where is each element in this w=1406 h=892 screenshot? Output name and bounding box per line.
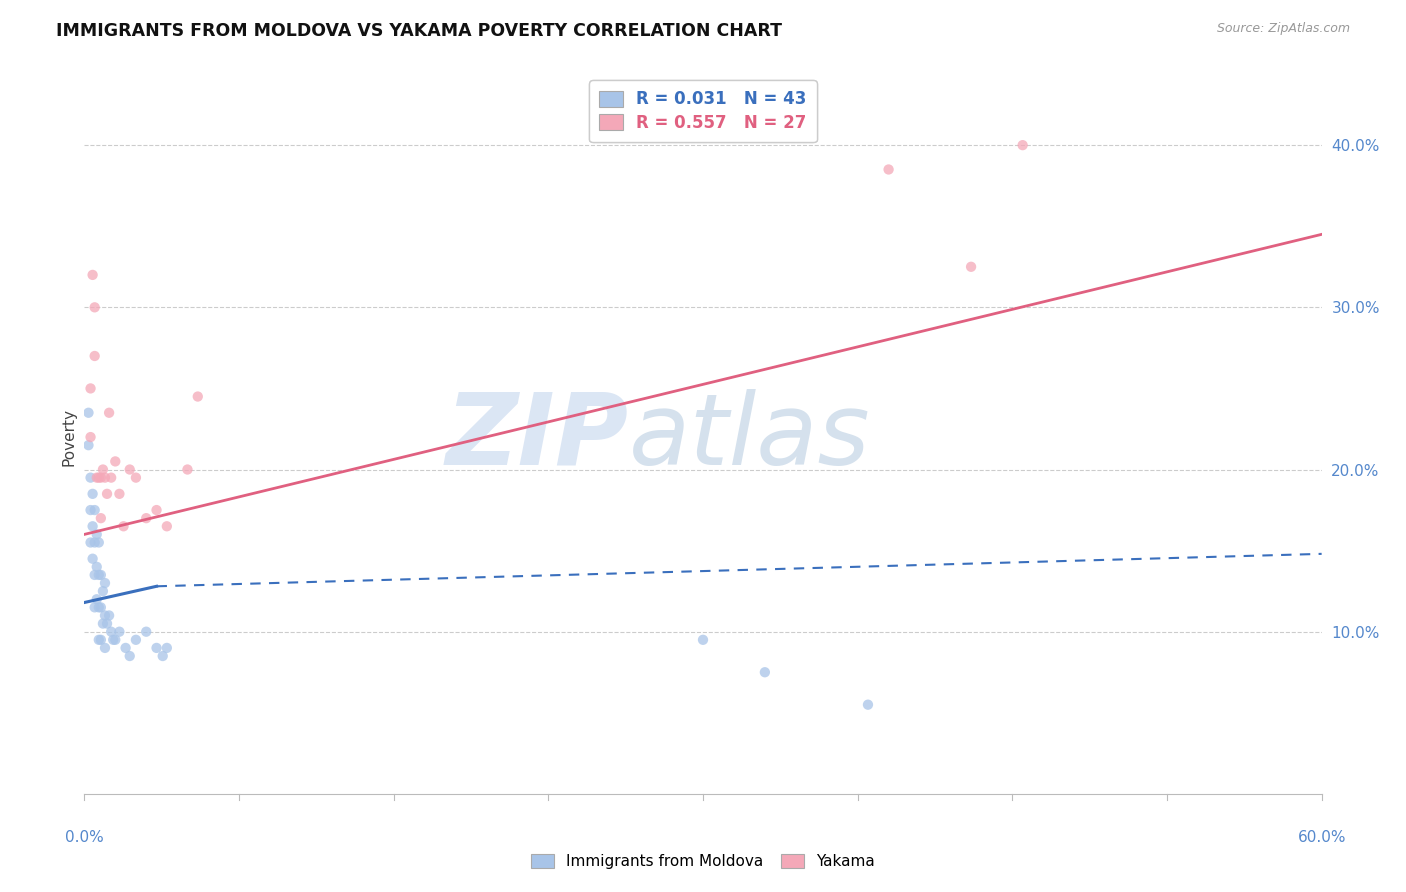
- Point: [79, 381, 101, 395]
- Point: [86, 470, 108, 484]
- Point: [91, 462, 114, 476]
- Point: [94, 470, 117, 484]
- Point: [82, 487, 104, 501]
- Point: [79, 430, 101, 444]
- Point: [187, 390, 209, 404]
- Point: [83, 349, 105, 363]
- Text: 0.0%: 0.0%: [65, 830, 104, 845]
- Point: [176, 462, 198, 476]
- Point: [100, 624, 122, 639]
- Point: [145, 640, 167, 655]
- Point: [135, 624, 157, 639]
- Point: [90, 470, 112, 484]
- Point: [82, 268, 104, 282]
- Point: [877, 162, 900, 177]
- Point: [96, 616, 118, 631]
- Point: [118, 648, 141, 663]
- Point: [754, 665, 776, 680]
- Point: [96, 487, 118, 501]
- Point: [118, 462, 141, 476]
- Point: [90, 600, 112, 615]
- Point: [1011, 138, 1033, 153]
- Point: [100, 470, 122, 484]
- Point: [87, 632, 110, 647]
- Point: [108, 624, 131, 639]
- Point: [156, 519, 179, 533]
- Point: [103, 632, 125, 647]
- Point: [86, 559, 108, 574]
- Legend: Immigrants from Moldova, Yakama: Immigrants from Moldova, Yakama: [524, 847, 882, 875]
- Point: [82, 551, 104, 566]
- Point: [83, 535, 105, 549]
- Point: [83, 301, 105, 315]
- Point: [87, 470, 110, 484]
- Point: [87, 535, 110, 549]
- Point: [83, 503, 105, 517]
- Legend: R = 0.031   N = 43, R = 0.557   N = 27: R = 0.031 N = 43, R = 0.557 N = 27: [589, 80, 817, 142]
- Point: [91, 584, 114, 599]
- Point: [90, 632, 112, 647]
- Point: [79, 503, 101, 517]
- Point: [86, 592, 108, 607]
- Point: [94, 640, 117, 655]
- Point: [86, 527, 108, 541]
- Point: [156, 640, 179, 655]
- Point: [152, 648, 174, 663]
- Point: [83, 568, 105, 582]
- Point: [79, 470, 101, 484]
- Point: [114, 640, 136, 655]
- Point: [79, 535, 101, 549]
- Point: [87, 568, 110, 582]
- Point: [94, 576, 117, 591]
- Point: [856, 698, 879, 712]
- Point: [692, 632, 714, 647]
- Text: 60.0%: 60.0%: [1298, 830, 1346, 845]
- Point: [125, 470, 148, 484]
- Point: [98, 406, 121, 420]
- Text: Source: ZipAtlas.com: Source: ZipAtlas.com: [1216, 22, 1350, 36]
- Y-axis label: Poverty: Poverty: [60, 408, 76, 467]
- Point: [98, 608, 121, 623]
- Text: atlas: atlas: [628, 389, 870, 485]
- Point: [108, 487, 131, 501]
- Point: [77, 438, 100, 452]
- Point: [104, 454, 127, 468]
- Point: [94, 608, 117, 623]
- Point: [87, 600, 110, 615]
- Point: [104, 632, 127, 647]
- Point: [112, 519, 135, 533]
- Point: [77, 406, 100, 420]
- Point: [83, 600, 105, 615]
- Point: [125, 632, 148, 647]
- Point: [145, 503, 167, 517]
- Text: IMMIGRANTS FROM MOLDOVA VS YAKAMA POVERTY CORRELATION CHART: IMMIGRANTS FROM MOLDOVA VS YAKAMA POVERT…: [56, 22, 782, 40]
- Point: [960, 260, 983, 274]
- Point: [82, 519, 104, 533]
- Text: ZIP: ZIP: [446, 389, 628, 485]
- Point: [90, 568, 112, 582]
- Point: [90, 511, 112, 525]
- Point: [135, 511, 157, 525]
- Point: [91, 616, 114, 631]
